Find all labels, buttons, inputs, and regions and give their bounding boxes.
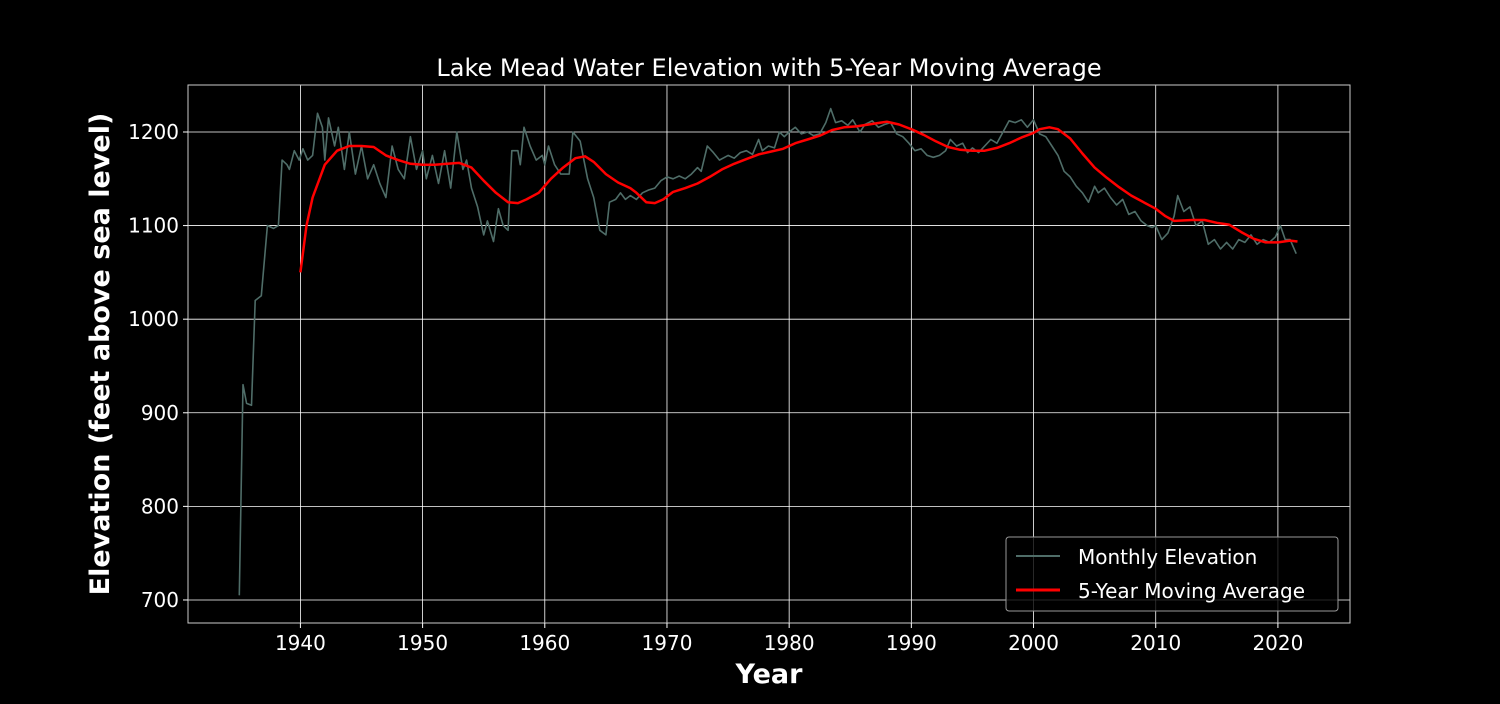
y-tick-label: 700 xyxy=(141,588,179,612)
y-tick-label: 800 xyxy=(141,494,179,518)
plot-frame xyxy=(187,84,1351,624)
ticks: 1940 1950 1960 1970 1980 1990 2000 2010 2020 700 8… xyxy=(128,120,1303,655)
legend-frame xyxy=(1005,536,1339,612)
chart-title: Lake Mead Water Elevation with 5-Year Mo… xyxy=(436,54,1101,82)
y-tick-label: 900 xyxy=(141,401,179,425)
x-tick-label: 2020 xyxy=(1252,631,1303,655)
x-tick-label: 1960 xyxy=(519,631,570,655)
x-tick-label: 1970 xyxy=(642,631,693,655)
y-tick-label: 1100 xyxy=(128,214,179,238)
x-tick-label: 2010 xyxy=(1130,631,1181,655)
moving-average-line xyxy=(299,120,1298,273)
legend: Monthly Elevation 5-Year Moving Average xyxy=(1005,536,1339,612)
x-tick-label: 1980 xyxy=(764,631,815,655)
y-axis-label: Elevation (feet above sea level) xyxy=(85,113,116,596)
y-tick-label: 1000 xyxy=(128,307,179,331)
series-group xyxy=(238,107,1298,596)
monthly-elevation-line xyxy=(238,107,1297,596)
legend-label-monthly: Monthly Elevation xyxy=(1078,545,1257,569)
x-tick-label: 2000 xyxy=(1008,631,1059,655)
y-tick-label: 1200 xyxy=(128,120,179,144)
x-axis-label: Year xyxy=(735,659,804,690)
x-tick-label: 1990 xyxy=(886,631,937,655)
x-tick-label: 1940 xyxy=(275,631,326,655)
x-tick-label: 1950 xyxy=(397,631,448,655)
legend-label-moving-average: 5-Year Moving Average xyxy=(1078,579,1305,603)
